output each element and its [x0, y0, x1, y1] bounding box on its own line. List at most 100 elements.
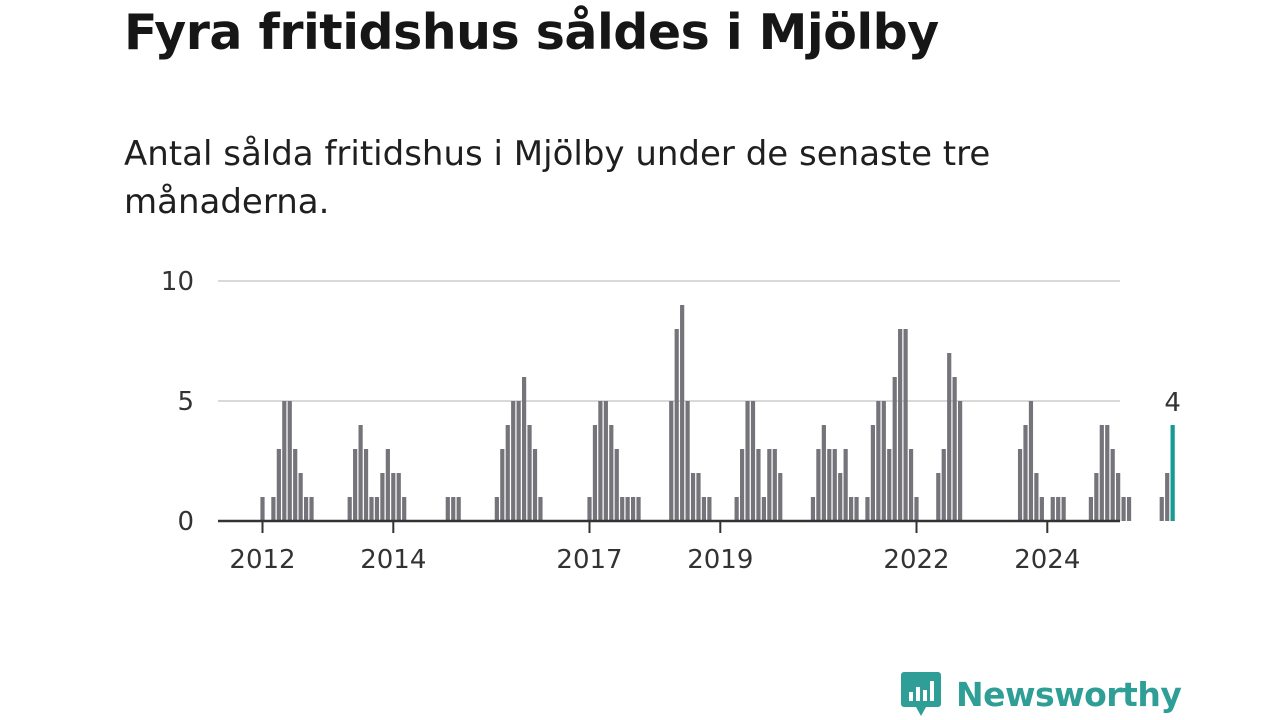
- y-tick-label: 0: [177, 507, 194, 537]
- bar: [854, 497, 859, 521]
- bar: [958, 401, 963, 521]
- bar: [701, 497, 707, 521]
- bar: [750, 401, 756, 521]
- bar: [685, 401, 690, 521]
- bar: [816, 449, 821, 521]
- bar: [298, 473, 303, 521]
- bar: [1105, 425, 1110, 521]
- bar: [592, 425, 598, 521]
- bar: [636, 497, 641, 521]
- bar: [1056, 497, 1061, 521]
- bar: [511, 401, 516, 521]
- x-tick-label: 2012: [229, 545, 295, 575]
- bar: [1126, 497, 1132, 521]
- bar: [1110, 449, 1115, 521]
- chart-subtitle: Antal sålda fritidshus i Mjölby under de…: [124, 134, 991, 222]
- bar: [609, 425, 614, 521]
- x-tick-label: 2022: [883, 545, 949, 575]
- bar: [603, 401, 608, 521]
- bar: [696, 473, 701, 521]
- highlight-bar: [1170, 425, 1175, 521]
- bar: [778, 473, 783, 521]
- bar: [1159, 497, 1164, 521]
- bar: [761, 497, 766, 521]
- bar: [881, 401, 886, 521]
- bar: [1116, 473, 1121, 521]
- x-tick-label: 2014: [360, 545, 426, 575]
- bar: [947, 353, 952, 521]
- bar: [445, 497, 450, 521]
- bar: [1017, 449, 1023, 521]
- x-tick-label: 2024: [1014, 545, 1080, 575]
- bar: [892, 377, 897, 521]
- bar: [849, 497, 854, 521]
- bar: [1165, 473, 1170, 521]
- bar: [914, 497, 919, 521]
- bar: [363, 449, 369, 521]
- bar: [756, 449, 761, 521]
- bar: [369, 497, 374, 521]
- bar: [309, 497, 314, 521]
- chart-title: Fyra fritidshus såldes i Mjölby: [124, 4, 939, 61]
- bar: [821, 425, 826, 521]
- bar: [1039, 497, 1044, 521]
- bar: [1121, 497, 1126, 521]
- bar: [810, 497, 816, 521]
- bar: [772, 449, 777, 521]
- bar: [538, 497, 543, 521]
- bar: [767, 449, 772, 521]
- bar: [674, 329, 679, 521]
- bar: [827, 449, 832, 521]
- bar: [870, 425, 875, 521]
- bar: [887, 449, 892, 521]
- bar: [516, 401, 521, 521]
- bar: [522, 377, 527, 521]
- bar: [500, 449, 505, 521]
- bar: [740, 449, 745, 521]
- bar: [374, 497, 380, 521]
- highlight-value-label: 4: [1164, 388, 1181, 418]
- bar: [631, 497, 636, 521]
- bar: [260, 497, 265, 521]
- bar: [838, 473, 843, 521]
- bar: [532, 449, 538, 521]
- bar: [385, 449, 390, 521]
- bar: [936, 473, 941, 521]
- bar: [391, 473, 396, 521]
- bar: [456, 497, 461, 521]
- bar: [690, 473, 696, 521]
- bar: [1050, 497, 1055, 521]
- bar: [941, 449, 946, 521]
- bar: [734, 497, 739, 521]
- bar: [598, 401, 603, 521]
- bar: [353, 449, 358, 521]
- bar: [282, 401, 287, 521]
- bar: [1094, 473, 1099, 521]
- bar: [293, 449, 298, 521]
- newsworthy-logo-icon: [901, 672, 941, 716]
- bar: [587, 497, 592, 521]
- x-tick-label: 2017: [556, 545, 622, 575]
- bar: [527, 425, 532, 521]
- bar: [865, 497, 870, 521]
- brand-name: Newsworthy: [956, 674, 1182, 714]
- bar: [1034, 473, 1039, 521]
- bar: [952, 377, 957, 521]
- newsworthy-logo: Newsworthy: [900, 670, 1182, 718]
- bar: [876, 401, 881, 521]
- bar: [402, 497, 407, 521]
- bar: [380, 473, 385, 521]
- bar: [1099, 425, 1104, 521]
- bar: [903, 329, 908, 521]
- bar: [898, 329, 903, 521]
- bar: [1028, 401, 1034, 521]
- bar: [276, 449, 281, 521]
- bar: [1023, 425, 1028, 521]
- bar: [843, 449, 848, 521]
- bar: [1061, 497, 1066, 521]
- bar: [304, 497, 309, 521]
- bar: [505, 425, 510, 521]
- bar: [620, 497, 625, 521]
- x-tick-label: 2019: [687, 545, 753, 575]
- bar: [745, 401, 750, 521]
